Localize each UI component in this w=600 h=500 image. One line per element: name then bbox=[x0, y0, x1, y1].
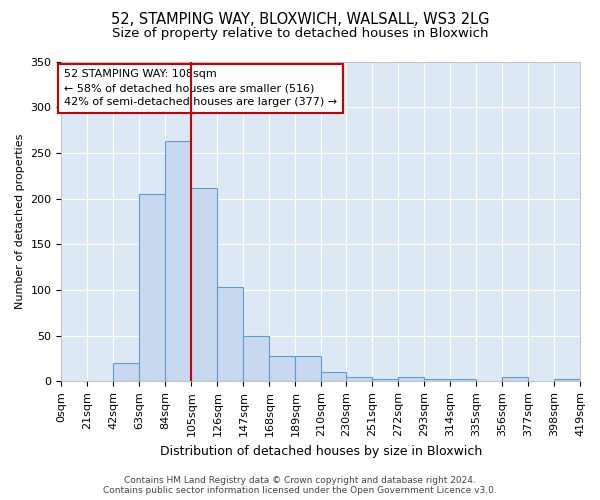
Bar bbox=[346, 377, 372, 382]
Bar bbox=[372, 380, 398, 382]
Bar bbox=[398, 377, 424, 382]
X-axis label: Distribution of detached houses by size in Bloxwich: Distribution of detached houses by size … bbox=[160, 444, 482, 458]
Bar bbox=[139, 194, 166, 382]
Bar bbox=[295, 356, 322, 382]
Bar bbox=[113, 363, 139, 382]
Y-axis label: Number of detached properties: Number of detached properties bbox=[15, 134, 25, 309]
Bar bbox=[269, 356, 295, 382]
Text: 52, STAMPING WAY, BLOXWICH, WALSALL, WS3 2LG: 52, STAMPING WAY, BLOXWICH, WALSALL, WS3… bbox=[111, 12, 489, 28]
Bar bbox=[424, 380, 450, 382]
Bar bbox=[191, 188, 217, 382]
Bar bbox=[322, 372, 346, 382]
Text: Contains HM Land Registry data © Crown copyright and database right 2024.
Contai: Contains HM Land Registry data © Crown c… bbox=[103, 476, 497, 495]
Text: Size of property relative to detached houses in Bloxwich: Size of property relative to detached ho… bbox=[112, 28, 488, 40]
Bar bbox=[502, 377, 528, 382]
Bar bbox=[166, 141, 191, 382]
Bar bbox=[217, 287, 244, 382]
Text: 52 STAMPING WAY: 108sqm
← 58% of detached houses are smaller (516)
42% of semi-d: 52 STAMPING WAY: 108sqm ← 58% of detache… bbox=[64, 70, 337, 108]
Bar bbox=[450, 380, 476, 382]
Bar bbox=[244, 336, 269, 382]
Bar bbox=[554, 380, 580, 382]
